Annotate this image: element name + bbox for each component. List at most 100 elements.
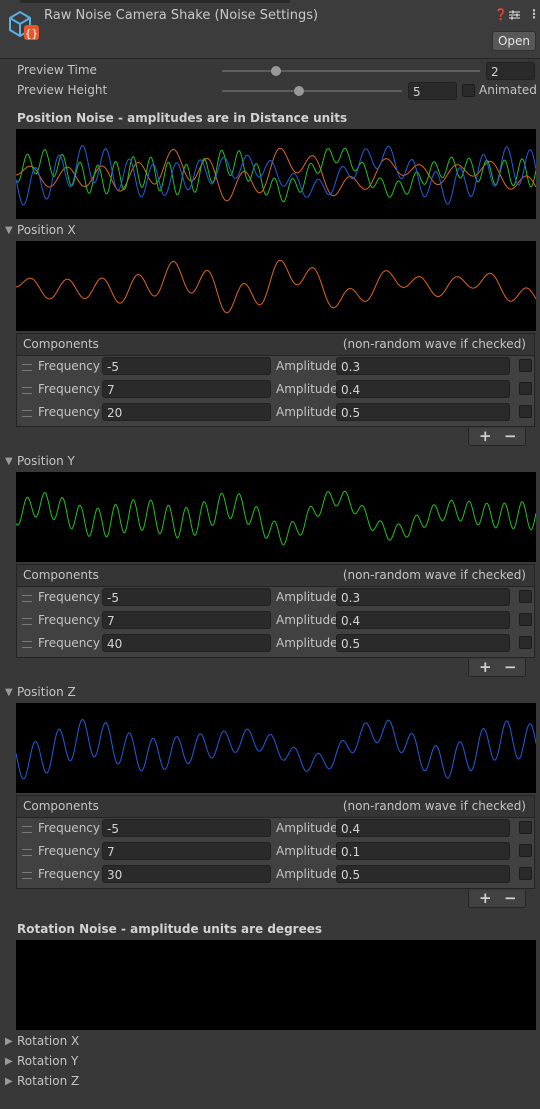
amplitude-label: Amplitude [276, 867, 338, 881]
remove-component-button[interactable]: − [504, 427, 517, 445]
frequency-label: Frequency [38, 590, 100, 604]
position-x-components-header: Components (non-random wave if checked) [16, 333, 535, 355]
components-label: Components [23, 568, 99, 582]
amplitude-field[interactable]: 0.4 [336, 819, 510, 837]
drag-handle-icon[interactable] [22, 410, 32, 417]
frequency-label: Frequency [38, 359, 100, 373]
frequency-label: Frequency [38, 382, 100, 396]
foldout-arrow-icon[interactable]: ▼ [5, 687, 13, 698]
amplitude-label: Amplitude [276, 590, 338, 604]
non-random-checkbox[interactable] [519, 382, 532, 395]
frequency-field[interactable]: 20 [102, 403, 271, 421]
non-random-checkbox[interactable] [519, 844, 532, 857]
frequency-field[interactable]: -5 [102, 819, 271, 837]
position-x-foldout[interactable]: Position X [17, 223, 76, 237]
amplitude-field[interactable]: 0.5 [336, 634, 510, 652]
drag-handle-icon[interactable] [22, 826, 32, 833]
position-x-add-remove-bar: + − [468, 427, 526, 446]
components-label: Components [23, 337, 99, 351]
rotation-z-foldout[interactable]: Rotation Z [17, 1074, 80, 1088]
amplitude-field[interactable]: 0.3 [336, 588, 510, 606]
preview-height-slider-thumb[interactable] [294, 86, 305, 96]
add-component-button[interactable]: + [479, 427, 492, 445]
amplitude-label: Amplitude [276, 382, 338, 396]
amplitude-field[interactable]: 0.5 [336, 403, 510, 421]
amplitude-label: Amplitude [276, 359, 338, 373]
foldout-arrow-icon[interactable]: ▶ [5, 1056, 13, 1067]
preview-time-slider-thumb[interactable] [271, 66, 282, 76]
rotation-combined-graph [16, 940, 536, 1030]
amplitude-field[interactable]: 0.4 [336, 380, 510, 398]
position-z-foldout[interactable]: Position Z [17, 685, 76, 699]
foldout-arrow-icon[interactable]: ▼ [5, 225, 13, 236]
animated-label: Animated [479, 83, 537, 97]
animated-checkbox[interactable] [462, 84, 475, 97]
drag-handle-icon[interactable] [22, 872, 32, 879]
open-button[interactable]: Open [492, 31, 536, 51]
remove-component-button[interactable]: − [504, 658, 517, 676]
drag-handle-icon[interactable] [22, 595, 32, 602]
amplitude-label: Amplitude [276, 821, 338, 835]
drag-handle-icon[interactable] [22, 849, 32, 856]
position-z-components-header: Components (non-random wave if checked) [16, 795, 535, 817]
amplitude-field[interactable]: 0.5 [336, 865, 510, 883]
foldout-arrow-icon[interactable]: ▼ [5, 456, 13, 467]
frequency-field[interactable]: -5 [102, 357, 271, 375]
non-random-checkbox[interactable] [519, 613, 532, 626]
frequency-field[interactable]: 30 [102, 865, 271, 883]
drag-handle-icon[interactable] [22, 618, 32, 625]
preview-height-field[interactable]: 5 [408, 82, 457, 100]
asset-title: Raw Noise Camera Shake (Noise Settings) [44, 8, 319, 23]
remove-component-button[interactable]: − [504, 889, 517, 907]
noise-wave-line [16, 147, 536, 203]
amplitude-label: Amplitude [276, 613, 338, 627]
non-random-checkbox[interactable] [519, 405, 532, 418]
position-y-add-remove-bar: + − [468, 658, 526, 677]
non-random-checkbox[interactable] [519, 359, 532, 372]
preview-time-label: Preview Time [17, 63, 97, 77]
noise-wave-line [16, 145, 536, 206]
position-z-add-remove-bar: + − [468, 889, 526, 908]
drag-handle-icon[interactable] [22, 641, 32, 648]
rotation-y-foldout[interactable]: Rotation Y [17, 1054, 79, 1068]
drag-handle-icon[interactable] [22, 387, 32, 394]
position-y-graph [16, 472, 536, 562]
amplitude-field[interactable]: 0.3 [336, 357, 510, 375]
non-random-label: (non-random wave if checked) [342, 568, 526, 582]
non-random-checkbox[interactable] [519, 821, 532, 834]
non-random-checkbox[interactable] [519, 636, 532, 649]
rotation-x-foldout[interactable]: Rotation X [17, 1034, 80, 1048]
rotation-noise-title: Rotation Noise - amplitude units are deg… [17, 922, 322, 936]
noise-settings-asset-icon: {} [9, 10, 39, 40]
frequency-field[interactable]: 40 [102, 634, 271, 652]
position-combined-graph [16, 129, 536, 219]
frequency-field[interactable]: 7 [102, 380, 271, 398]
frequency-field[interactable]: 7 [102, 611, 271, 629]
amplitude-field[interactable]: 0.1 [336, 842, 510, 860]
amplitude-label: Amplitude [276, 405, 338, 419]
position-z-graph [16, 703, 536, 793]
preview-time-slider[interactable] [222, 70, 480, 72]
frequency-field[interactable]: 7 [102, 842, 271, 860]
preset-icon[interactable] [509, 10, 520, 20]
position-y-foldout[interactable]: Position Y [17, 454, 75, 468]
frequency-label: Frequency [38, 844, 100, 858]
foldout-arrow-icon[interactable]: ▶ [5, 1036, 13, 1047]
preview-time-field[interactable]: 2 [486, 62, 535, 80]
position-x-graph [16, 241, 536, 331]
non-random-checkbox[interactable] [519, 867, 532, 880]
add-component-button[interactable]: + [479, 889, 492, 907]
help-icon[interactable]: ❓ [494, 8, 508, 21]
components-label: Components [23, 799, 99, 813]
noise-wave-line [16, 719, 536, 780]
foldout-arrow-icon[interactable]: ▶ [5, 1076, 13, 1087]
drag-handle-icon[interactable] [22, 364, 32, 371]
amplitude-field[interactable]: 0.4 [336, 611, 510, 629]
amplitude-label: Amplitude [276, 844, 338, 858]
preview-height-slider[interactable] [222, 90, 402, 92]
add-component-button[interactable]: + [479, 658, 492, 676]
more-icon[interactable]: ⋮ [528, 7, 540, 21]
frequency-field[interactable]: -5 [102, 588, 271, 606]
frequency-label: Frequency [38, 867, 100, 881]
non-random-checkbox[interactable] [519, 590, 532, 603]
